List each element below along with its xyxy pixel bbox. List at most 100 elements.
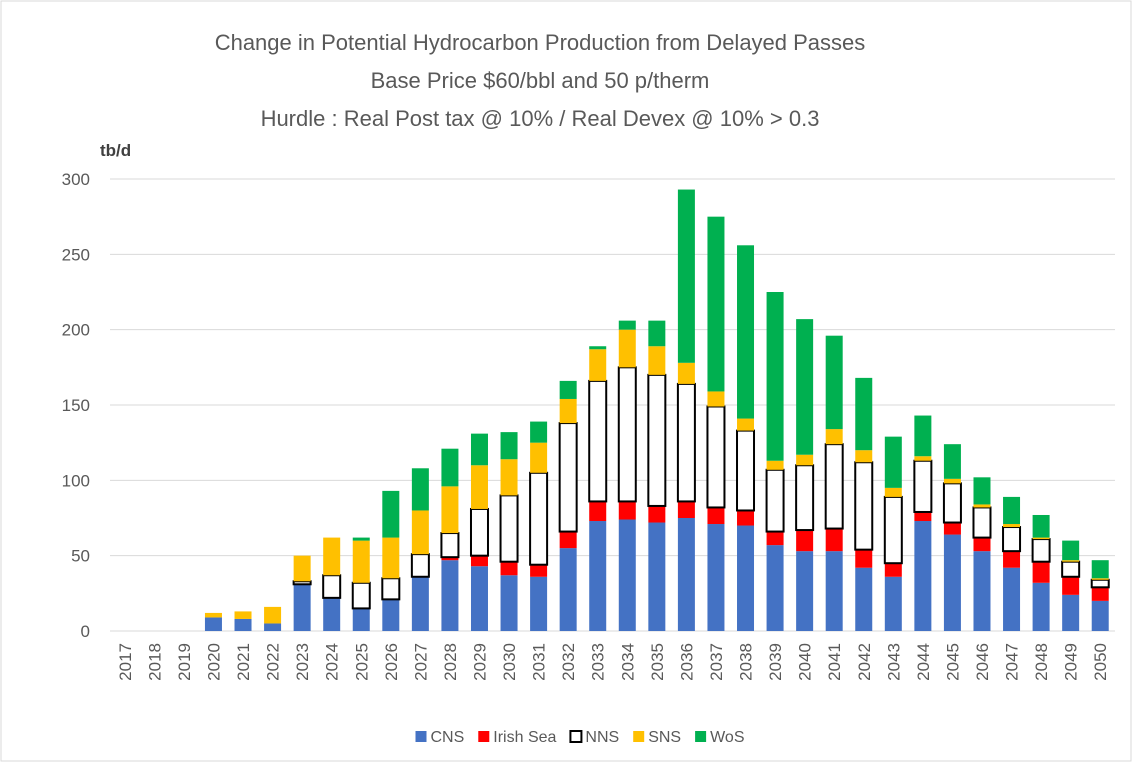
bar-segment xyxy=(884,436,902,488)
x-tick-label: 2033 xyxy=(589,643,608,681)
bar-segment xyxy=(648,522,666,631)
bar-segment xyxy=(766,545,784,631)
bar-segment xyxy=(1003,524,1021,528)
bar-segment xyxy=(470,433,488,466)
bar-segment xyxy=(1003,496,1021,525)
bar-segment xyxy=(322,574,342,599)
bar-segment xyxy=(500,459,518,496)
y-tick-label: 150 xyxy=(62,396,90,415)
bar-segment xyxy=(736,429,756,512)
x-tick-label: 2041 xyxy=(825,643,844,681)
bar-segment xyxy=(323,597,341,631)
bar-segment xyxy=(706,405,726,509)
bar-segment xyxy=(1091,587,1109,601)
x-tick-label: 2044 xyxy=(914,643,933,681)
bar-segment xyxy=(914,511,932,522)
bar-segment xyxy=(234,618,252,631)
y-tick-label: 250 xyxy=(62,245,90,264)
bar-segment xyxy=(766,292,784,461)
bar-segment xyxy=(914,456,932,461)
bar-segment xyxy=(293,584,311,631)
bar-segment xyxy=(411,510,429,555)
bar-segment xyxy=(1062,594,1080,631)
legend-swatch xyxy=(695,731,707,742)
legend-swatch xyxy=(415,731,427,742)
bar-segment xyxy=(855,377,873,451)
bar-segment xyxy=(204,617,222,631)
bar-segment xyxy=(559,548,577,631)
x-tick-label: 2028 xyxy=(441,643,460,681)
x-tick-label: 2049 xyxy=(1062,643,1081,681)
bar-segment xyxy=(1032,561,1050,583)
legend-swatch xyxy=(633,731,645,742)
x-tick-label: 2048 xyxy=(1032,643,1051,681)
bar-segment xyxy=(825,335,843,430)
y-tick-label: 200 xyxy=(62,321,90,340)
bar-segment xyxy=(677,189,695,363)
legend-label: NNS xyxy=(585,729,619,746)
bar-segment xyxy=(234,611,252,619)
legend-label: CNS xyxy=(431,729,465,746)
bar-segment xyxy=(707,216,725,392)
bar-segment xyxy=(883,495,903,565)
bar-segment xyxy=(382,599,400,631)
bar-segment xyxy=(381,577,401,601)
y-tick-label: 0 xyxy=(81,622,90,641)
bar-segment xyxy=(796,454,814,466)
bar-segment xyxy=(382,490,400,538)
bar-segment xyxy=(441,486,459,534)
bar-segment xyxy=(737,418,755,431)
chart-title: Change in Potential Hydrocarbon Producti… xyxy=(215,30,866,55)
x-tick-label: 2036 xyxy=(677,643,696,681)
bar-segment xyxy=(737,245,755,419)
bar-segment xyxy=(323,537,341,576)
bar-segment xyxy=(293,555,311,582)
bar-segment xyxy=(469,507,489,557)
bar-segment xyxy=(559,380,577,399)
bar-segment xyxy=(648,346,666,375)
bar-segment xyxy=(765,468,785,533)
bar-segment xyxy=(411,468,429,511)
bar-segment xyxy=(441,560,459,631)
x-tick-label: 2031 xyxy=(530,643,549,681)
bar-segment xyxy=(1062,540,1080,561)
legend-label: WoS xyxy=(710,729,744,746)
x-tick-label: 2034 xyxy=(618,643,637,681)
bar-segment xyxy=(855,450,873,463)
x-tick-label: 2017 xyxy=(116,643,135,681)
x-tick-label: 2021 xyxy=(234,643,253,681)
bar-segment xyxy=(1031,538,1051,563)
bar-segment xyxy=(1062,576,1080,595)
x-tick-label: 2024 xyxy=(323,643,342,681)
bar-segment xyxy=(530,442,548,473)
bar-segment xyxy=(854,461,874,551)
bar-segment xyxy=(1090,578,1110,589)
x-tick-label: 2030 xyxy=(500,643,519,681)
bar-segment xyxy=(973,537,991,552)
bar-segment xyxy=(943,444,961,479)
bar-segment xyxy=(914,415,932,457)
bar-segment xyxy=(824,443,844,530)
bar-segment xyxy=(530,564,548,577)
bar-segment xyxy=(796,319,814,455)
x-tick-label: 2040 xyxy=(796,643,815,681)
bar-segment xyxy=(470,555,488,567)
y-tick-label: 300 xyxy=(62,170,90,189)
legend-swatch xyxy=(478,731,490,742)
bar-segment xyxy=(884,563,902,577)
y-axis-label: tb/d xyxy=(100,141,131,160)
bar-segment xyxy=(795,464,815,532)
bar-segment xyxy=(617,366,637,503)
bar-segment xyxy=(529,471,549,566)
x-tick-label: 2020 xyxy=(204,643,223,681)
bar-segment xyxy=(558,422,578,533)
x-tick-label: 2025 xyxy=(352,643,371,681)
bar-segment xyxy=(618,320,636,330)
x-tick-label: 2042 xyxy=(855,643,874,681)
bar-segment xyxy=(589,521,607,631)
x-tick-label: 2038 xyxy=(737,643,756,681)
bar-segment xyxy=(972,506,992,539)
bar-segment xyxy=(588,379,608,503)
bar-segment xyxy=(382,537,400,579)
